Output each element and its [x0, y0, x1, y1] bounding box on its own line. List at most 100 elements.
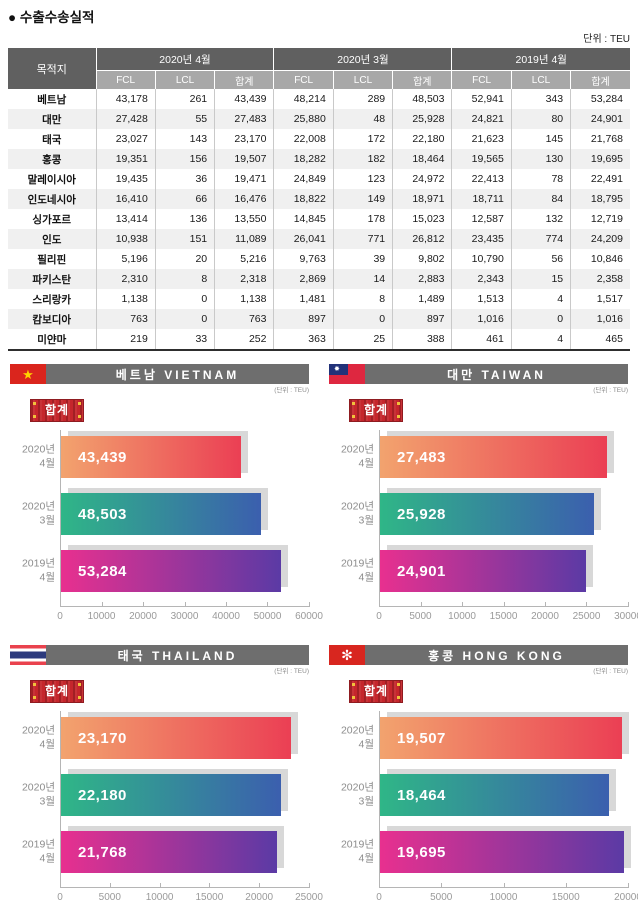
table-row: 파키스탄 2,310 8 2,318 2,869 14 2,883 2,343 15 2,358	[8, 269, 630, 289]
chart-vietnam: ★ 베트남 VIETNAM (단위 : TEU) 합계 2020년 4월 43,439 202…	[10, 364, 323, 629]
chart-unit-label: (단위 : TEU)	[274, 668, 309, 675]
table-unit-label: 단위 : TEU	[583, 34, 630, 45]
chart-header: ★ 베트남 VIETNAM	[10, 364, 309, 384]
bar-row: 2020년 4월 43,439	[22, 436, 309, 478]
destination-cell: 미얀마	[37, 333, 67, 346]
chart-header: 태국 THAILAND	[10, 645, 309, 665]
x-tick-label: 0	[57, 611, 63, 622]
bar-row: 2020년 4월 19,507	[341, 717, 628, 759]
x-tick-label: 15000	[489, 611, 518, 622]
value-cell: 27,428	[95, 109, 156, 129]
x-tick-label: 50000	[253, 611, 282, 622]
value-cell: 36	[154, 169, 215, 189]
value-cell: 52,941	[451, 89, 512, 109]
destination-cell: 태국	[42, 133, 62, 146]
x-tick-label: 5000	[409, 611, 432, 622]
table-subheader-fcl: FCL	[95, 70, 156, 89]
bar: 53,284	[61, 550, 282, 592]
value-cell: 10,790	[451, 249, 512, 269]
value-cell: 53,284	[570, 89, 630, 109]
plot-area: 2020년 4월 23,170 2020년 3월 22,180 2019년 4월 21,768 0…	[22, 711, 323, 910]
table-header-group-2020-04: 2020년 4월	[95, 48, 274, 71]
total-badge: 합계	[30, 399, 84, 422]
y-axis-label: 2020년 4월	[340, 724, 374, 750]
y-axis-label: 2019년 4월	[21, 838, 55, 864]
table-subheader-fcl: FCL	[451, 70, 512, 89]
x-tick-mark	[259, 883, 261, 888]
x-tick-mark	[420, 602, 422, 607]
chart-header: ✸ 대만 TAIWAN	[329, 364, 628, 384]
value-cell: 19,435	[95, 169, 156, 189]
value-cell: 143	[154, 129, 215, 149]
value-cell: 78	[510, 169, 571, 189]
y-axis-label: 2020년 4월	[21, 724, 55, 750]
chart-title: 태국 THAILAND	[46, 645, 309, 665]
x-tick-label: 60000	[295, 611, 323, 622]
bar-row: 2020년 4월 27,483	[341, 436, 628, 478]
bar-value-label: 23,170	[78, 729, 127, 747]
value-cell: 43,178	[95, 89, 156, 109]
value-cell: 27,483	[214, 109, 274, 129]
table-row: 베트남 43,178 261 43,439 48,214 289 48,503 52,941 3…	[8, 89, 630, 109]
table-row: 싱가포르 13,414 136 13,550 14,845 178 15,023 12,587…	[8, 209, 630, 229]
x-tick-label: 10000	[448, 611, 476, 622]
value-cell: 1,489	[392, 289, 452, 309]
value-cell: 19,351	[95, 149, 156, 169]
value-cell: 24,849	[273, 169, 334, 189]
bar: 19,695	[380, 831, 625, 873]
chart-header: ✻ 홍콩 HONG KONG	[329, 645, 628, 665]
bar-value-label: 18,464	[397, 786, 446, 804]
chart-unit-label: (단위 : TEU)	[274, 387, 309, 394]
value-cell: 26,041	[273, 229, 334, 249]
chart-title: 베트남 VIETNAM	[46, 364, 309, 384]
hongkong-flag-icon: ✻	[329, 645, 365, 665]
value-cell: 388	[392, 329, 452, 350]
y-axis-label: 2020년 3월	[21, 500, 55, 526]
charts-grid: ★ 베트남 VIETNAM (단위 : TEU) 합계 2020년 4월 43,439 202…	[8, 364, 638, 910]
bar-value-label: 27,483	[397, 448, 446, 466]
chart-taiwan: ✸ 대만 TAIWAN (단위 : TEU) 합계 2020년 4월 27,483 2020년…	[329, 364, 638, 629]
vietnam-flag-icon: ★	[10, 364, 46, 384]
bar-value-label: 53,284	[78, 562, 127, 580]
destination-cell: 캄보디아	[32, 313, 72, 326]
value-cell: 48,214	[273, 89, 334, 109]
plot-area: 2020년 4월 19,507 2020년 3월 18,464 2019년 4월 19,695 0…	[341, 711, 638, 910]
x-tick-mark	[60, 883, 61, 888]
value-cell: 182	[332, 149, 393, 169]
value-cell: 13,414	[95, 209, 156, 229]
bar: 21,768	[61, 831, 277, 873]
bar: 25,928	[380, 493, 595, 535]
x-tick-label: 30000	[170, 611, 199, 622]
y-axis-label: 2020년 4월	[21, 443, 55, 469]
export-volume-table: 목적지 2020년 4월 2020년 3월 2019년 4월 FCL LCL 합계 F…	[8, 48, 630, 351]
destination-cell: 인도	[42, 233, 62, 246]
page-title: ● 수출수송실적	[8, 10, 95, 25]
chart-unit-label: (단위 : TEU)	[593, 387, 628, 394]
bar: 23,170	[61, 717, 291, 759]
bar-row: 2019년 4월 21,768	[22, 831, 309, 873]
table-row: 말레이시아 19,435 36 19,471 24,849 123 24,972 22,413…	[8, 169, 630, 189]
table-row: 홍콩 19,351 156 19,507 18,282 182 18,464 19,565 13…	[8, 149, 630, 169]
table-subheader-fcl: FCL	[273, 70, 334, 89]
taiwan-flag-icon: ✸	[329, 364, 365, 384]
table-subheader-lcl: LCL	[154, 70, 215, 89]
table-row: 캄보디아 763 0 763 897 0 897 1,016 0 1,016	[8, 309, 630, 329]
value-cell: 39	[332, 249, 393, 269]
bars-container: 2020년 4월 27,483 2020년 3월 25,928 2019년 4월 24,901	[341, 430, 628, 606]
bauhinia-glyph: ✻	[341, 647, 353, 663]
x-tick-mark	[109, 883, 111, 888]
value-cell: 2,310	[95, 269, 156, 289]
total-badge: 합계	[30, 680, 84, 703]
y-axis-label: 2020년 3월	[340, 781, 374, 807]
value-cell: 4	[510, 329, 571, 350]
value-cell: 2,318	[214, 269, 274, 289]
y-axis-label: 2020년 3월	[340, 500, 374, 526]
value-cell: 84	[510, 189, 571, 209]
value-cell: 14,845	[273, 209, 334, 229]
y-axis-label: 2019년 4월	[340, 557, 374, 583]
x-tick-mark	[101, 602, 103, 607]
bar-value-label: 19,507	[397, 729, 446, 747]
table-row: 태국 23,027 143 23,170 22,008 172 22,180 21,623 14…	[8, 129, 630, 149]
table-row: 인도네시아 16,410 66 16,476 18,822 149 18,971 18,711…	[8, 189, 630, 209]
value-cell: 774	[510, 229, 571, 249]
